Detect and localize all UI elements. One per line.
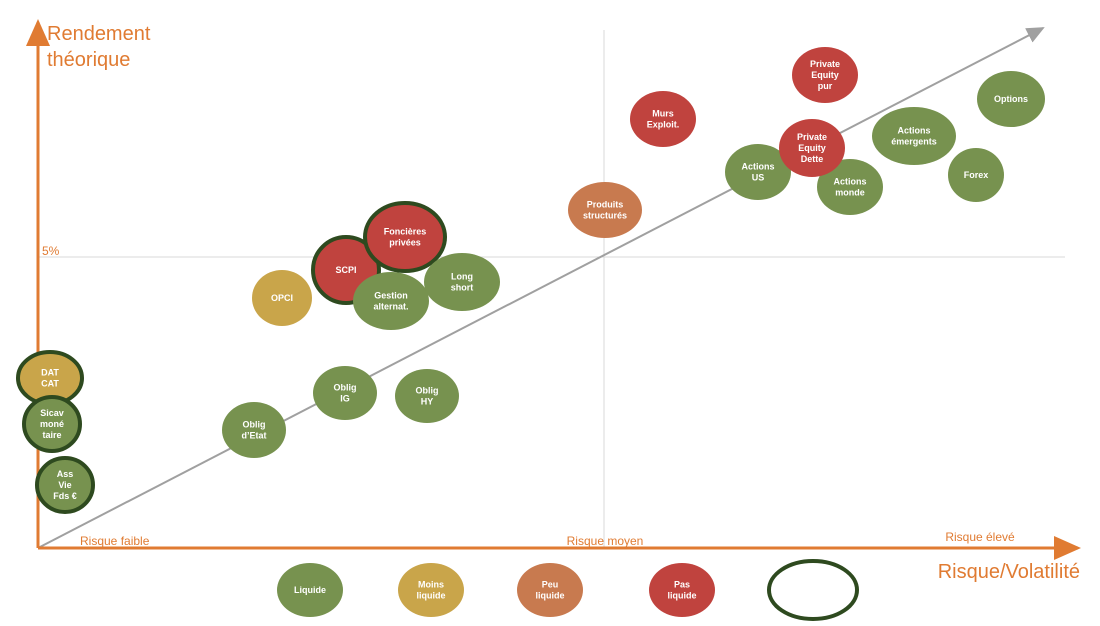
asset-node-label: privées xyxy=(389,238,421,248)
reference-label: 5% xyxy=(42,244,60,258)
asset-node xyxy=(792,47,858,103)
risk-label: Risque élevé xyxy=(945,530,1015,544)
asset-node-label: short xyxy=(451,283,474,293)
asset-node-label: OPCI xyxy=(271,293,293,303)
asset-node-label: pur xyxy=(818,81,833,91)
legend-item xyxy=(277,563,343,617)
legend-item-label: Peu xyxy=(542,580,559,590)
asset-node-label: alternat. xyxy=(373,302,408,312)
asset-node-label: Dette xyxy=(801,154,824,164)
asset-node xyxy=(779,119,845,177)
asset-node-label: taire xyxy=(42,430,61,440)
asset-node-label: Actions xyxy=(833,177,866,187)
asset-node xyxy=(252,270,312,326)
asset-node-label: US xyxy=(752,173,765,183)
asset-node-label: monde xyxy=(835,188,865,198)
asset-node-label: SCPI xyxy=(335,265,356,275)
asset-node xyxy=(353,272,429,330)
asset-node-label: Gestion xyxy=(374,291,408,301)
asset-node-label: moné xyxy=(40,419,64,429)
asset-node-label: Sicav xyxy=(40,408,64,418)
legend-item xyxy=(767,559,859,621)
asset-node-label: CAT xyxy=(41,379,59,389)
asset-node xyxy=(977,71,1045,127)
legend-item-label: liquide xyxy=(536,591,565,601)
legend-item-label: de risque xyxy=(793,585,833,595)
asset-node xyxy=(22,395,82,453)
asset-node-label: Produits xyxy=(587,200,624,210)
legend-item-label: en capital xyxy=(792,596,834,606)
y-axis-title: théorique xyxy=(47,49,130,71)
asset-node-label: Oblig xyxy=(243,420,266,430)
asset-node-label: Options xyxy=(994,94,1028,104)
asset-node-label: Forex xyxy=(964,170,989,180)
risk-label: Risque moyen xyxy=(567,534,644,548)
asset-node-label: HY xyxy=(421,397,434,407)
asset-node xyxy=(35,456,95,514)
asset-node xyxy=(817,159,883,215)
legend-item-label: Pas xyxy=(674,580,690,590)
legend-item-label: Peu/pas xyxy=(796,574,831,584)
asset-node-label: Private xyxy=(797,132,827,142)
x-axis-title: Risque/Volatilité xyxy=(938,561,1080,583)
asset-node xyxy=(363,201,447,273)
asset-node xyxy=(948,148,1004,202)
asset-node-label: Vie xyxy=(58,480,71,490)
asset-node xyxy=(872,107,956,165)
asset-node xyxy=(568,182,642,238)
y-axis-title: Rendement xyxy=(47,23,151,45)
legend-item xyxy=(649,563,715,617)
asset-node-label: Equity xyxy=(811,70,839,80)
asset-node-label: Long xyxy=(451,272,473,282)
asset-node-label: d’Etat xyxy=(241,431,266,441)
asset-node-label: Actions xyxy=(897,126,930,136)
asset-node-label: Murs xyxy=(652,109,674,119)
trend-arrow xyxy=(37,27,1045,549)
legend-item-label: Liquide xyxy=(294,585,326,595)
asset-node-label: Foncières xyxy=(384,227,427,237)
asset-node xyxy=(725,144,791,200)
asset-node-label: Private xyxy=(810,59,840,69)
legend-item-label: liquide xyxy=(417,591,446,601)
asset-node xyxy=(630,91,696,147)
legend-item xyxy=(517,563,583,617)
asset-node xyxy=(313,366,377,420)
legend-item-label: Moins xyxy=(418,580,444,590)
asset-node-label: Ass xyxy=(57,469,74,479)
asset-node xyxy=(222,402,286,458)
legend-item xyxy=(398,563,464,617)
legend: LiquideMoinsliquidePeuliquidePasliquideP… xyxy=(277,559,859,621)
asset-node-label: Fds € xyxy=(53,491,77,501)
asset-node-label: émergents xyxy=(891,137,937,147)
asset-node-label: structurés xyxy=(583,211,627,221)
legend-item-label: liquide xyxy=(668,591,697,601)
asset-node-label: Oblig xyxy=(334,383,357,393)
asset-node-label: Exploit. xyxy=(647,120,680,130)
asset-node-label: Actions xyxy=(741,162,774,172)
asset-node-label: Oblig xyxy=(416,386,439,396)
asset-node-label: IG xyxy=(340,394,350,404)
asset-node-label: Equity xyxy=(798,143,826,153)
asset-node-label: DAT xyxy=(41,368,59,378)
asset-node xyxy=(424,253,500,311)
risk-label: Risque faible xyxy=(80,534,150,548)
asset-node xyxy=(395,369,459,423)
